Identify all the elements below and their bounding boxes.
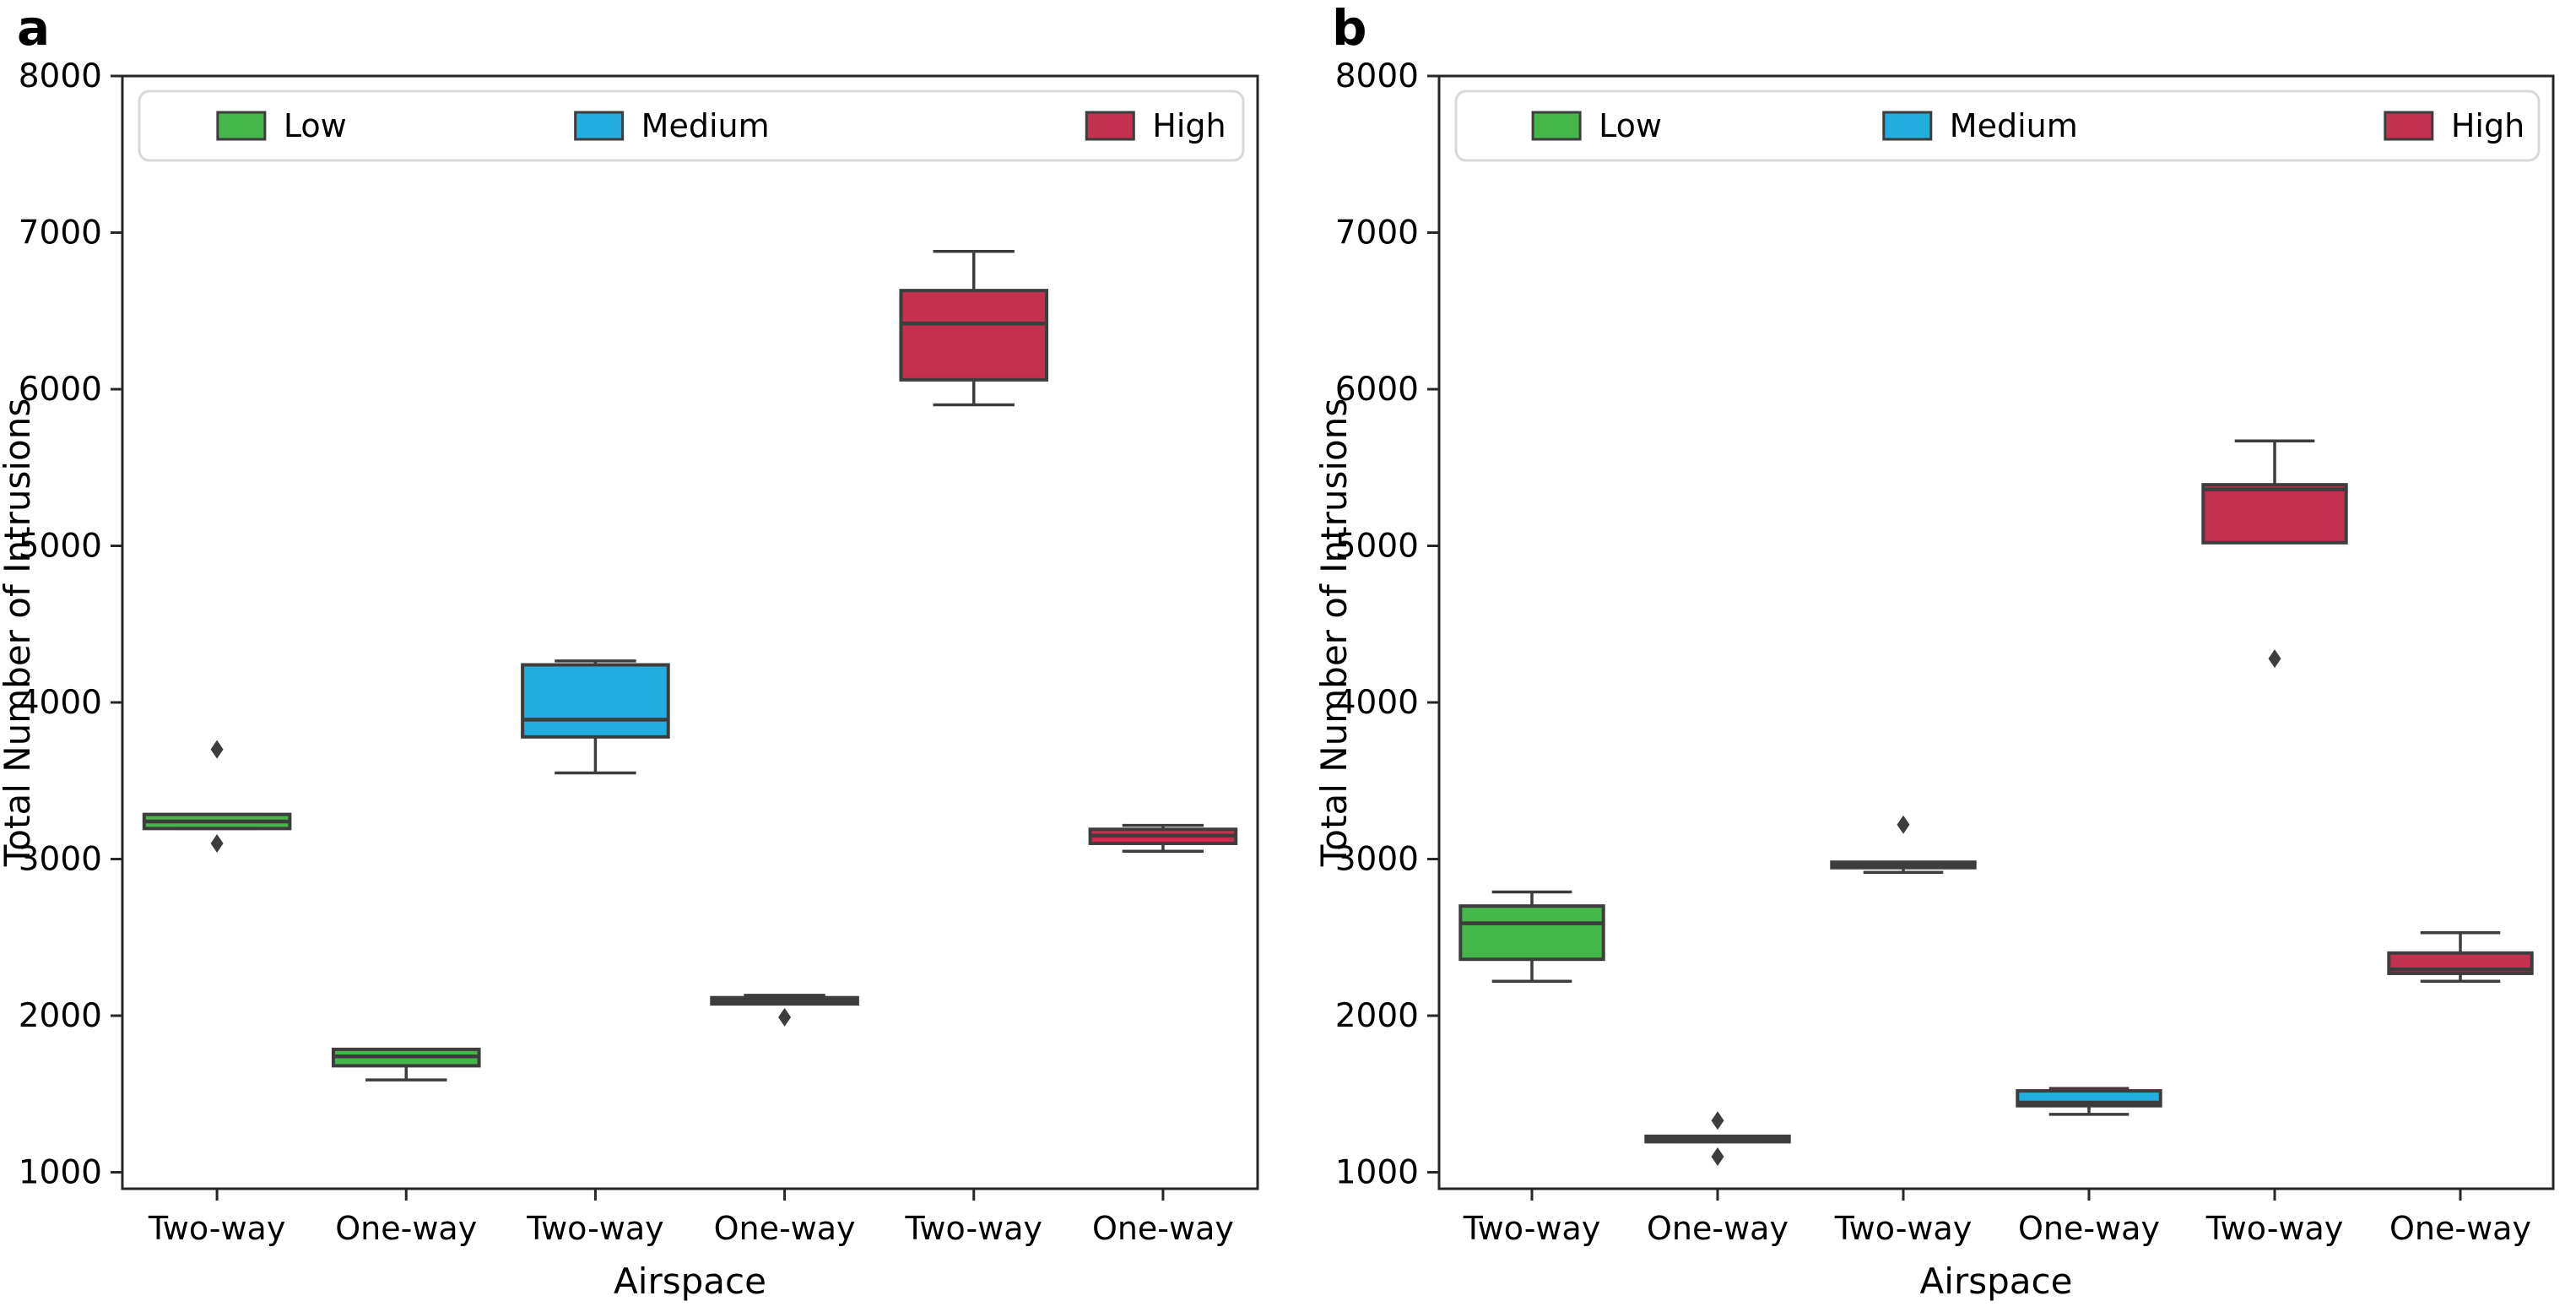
legend-label-high: High — [2451, 107, 2525, 144]
y-tick-label: 7000 — [19, 214, 102, 252]
outlier-diamond — [210, 833, 224, 853]
x-tick-label: One-way — [714, 1210, 856, 1247]
outlier-diamond — [778, 1007, 792, 1027]
legend-box — [1454, 89, 2541, 162]
legend-swatch-high — [1085, 111, 1135, 141]
y-tick-label: 2000 — [19, 997, 102, 1035]
x-tick-label: One-way — [1647, 1210, 1789, 1247]
x-tick-label: One-way — [1092, 1210, 1234, 1247]
x-tick-label: Two-way — [2205, 1210, 2344, 1247]
box-one-way-low — [331, 1047, 481, 1082]
box-two-way-medium — [1830, 815, 1977, 875]
x-tick-label: One-way — [335, 1210, 477, 1247]
plot-frame — [1437, 74, 2555, 1190]
y-tick-label: 2000 — [1335, 997, 1419, 1035]
x-tick-label: Two-way — [904, 1210, 1042, 1247]
iqr-box — [2201, 483, 2348, 545]
y-tick-label: 8000 — [1335, 57, 1419, 95]
y-tick-label: 4000 — [1335, 684, 1419, 722]
y-tick-label: 7000 — [1335, 214, 1419, 252]
legend-label-medium: Medium — [1950, 107, 2078, 144]
x-tick-label: Two-way — [148, 1210, 286, 1247]
outlier-diamond — [1897, 815, 1910, 834]
x-tick-label: One-way — [2018, 1210, 2160, 1247]
legend-label-low: Low — [1599, 107, 1662, 144]
box-one-way-medium — [2016, 1087, 2162, 1116]
iqr-box — [1458, 904, 1605, 962]
legend-label-medium: Medium — [641, 107, 770, 144]
box-two-way-high — [899, 250, 1049, 407]
legend-swatch-low — [216, 111, 267, 141]
box-one-way-high — [1088, 823, 1238, 853]
x-tick-label: Two-way — [1463, 1210, 1601, 1247]
box-one-way-medium — [710, 994, 859, 1027]
outlier-diamond — [1711, 1111, 1724, 1130]
y-tick-label: 1000 — [1335, 1154, 1419, 1192]
legend-swatch-medium — [574, 111, 625, 141]
boxplot-b: 1000 2000 3000 4000 5000 6000 7000 8000 Total Nu… — [1313, 57, 2555, 1302]
panel-b: b 1000 2000 3000 4000 5000 6000 7000 8000 Total … — [1288, 0, 2576, 1312]
y-tick-label: 6000 — [19, 371, 102, 409]
y-tick-label: 1000 — [19, 1154, 102, 1192]
legend-swatch-medium — [1882, 111, 1933, 141]
legend-swatch-high — [2384, 111, 2434, 141]
legend-label-high: High — [1152, 107, 1226, 144]
y-tick-label: 3000 — [19, 841, 102, 879]
box-one-way-high — [2387, 930, 2534, 983]
y-tick-label: 3000 — [1335, 841, 1419, 879]
iqr-box — [521, 663, 670, 739]
panel-letter-a: a — [17, 0, 51, 57]
y-axis-label: Total Number of Intrusions — [1313, 398, 1355, 867]
legend-label-low: Low — [284, 107, 347, 144]
legend: Low Medium High — [138, 89, 1245, 162]
y-tick-label: 5000 — [1335, 528, 1419, 566]
legend: Low Medium High — [1454, 89, 2541, 162]
box-two-way-high — [2201, 439, 2348, 669]
y-tick-label: 6000 — [1335, 371, 1419, 409]
outlier-diamond — [210, 740, 224, 759]
outlier-diamond — [1711, 1147, 1724, 1166]
x-tick-label: Two-way — [526, 1210, 664, 1247]
boxplot-a: 1000 2000 3000 4000 5000 6000 7000 8000 Total Nu… — [0, 57, 1259, 1302]
legend-box — [138, 89, 1245, 162]
legend-swatch-low — [1531, 111, 1582, 141]
y-tick-label: 5000 — [19, 528, 102, 566]
outlier-diamond — [2268, 649, 2281, 669]
y-axis-label: Total Number of Intrusions — [0, 398, 38, 867]
iqr-box — [899, 289, 1049, 382]
box-two-way-low — [1458, 890, 1605, 983]
x-axis-label: Airspace — [1920, 1260, 2073, 1302]
box-two-way-low — [142, 740, 292, 853]
y-tick-label: 8000 — [19, 57, 102, 95]
y-tick-label: 4000 — [19, 684, 102, 722]
x-tick-label: One-way — [2389, 1210, 2531, 1247]
plot-frame — [121, 74, 1259, 1190]
x-axis-label: Airspace — [614, 1260, 766, 1302]
box-two-way-medium — [521, 659, 670, 775]
x-tick-label: Two-way — [1834, 1210, 1973, 1247]
panel-letter-b: b — [1332, 0, 1367, 57]
box-one-way-low — [1644, 1111, 1791, 1166]
panel-a: a 1000 2000 3000 4000 5000 6000 7000 8000 Total … — [0, 0, 1259, 1302]
